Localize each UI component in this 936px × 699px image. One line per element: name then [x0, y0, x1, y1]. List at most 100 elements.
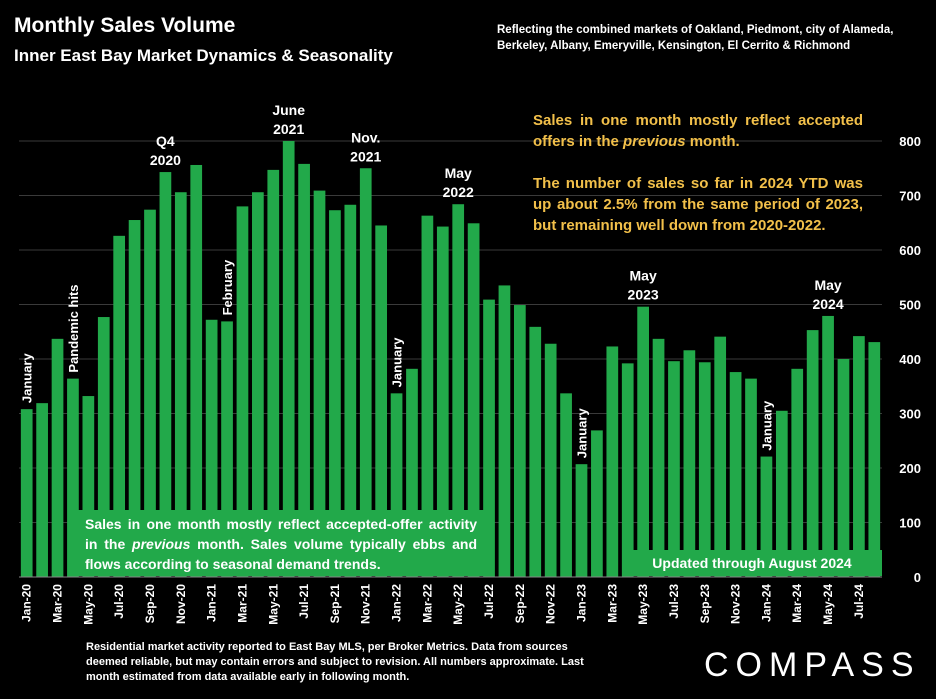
x-axis: Jan-20 Mar-20 May-20 Jul-20 Sep-20 Nov-20 Jan-… [19, 576, 882, 625]
bar [36, 403, 48, 577]
y-axis: 0 100 200 300 400 500 600 700 800 [899, 134, 921, 585]
bar [560, 393, 572, 577]
bar [128, 220, 141, 577]
x-tick-label: Jan-22 [390, 584, 404, 622]
bar [544, 343, 557, 577]
annotation-label: January [759, 400, 774, 451]
annotation-label: Q4 2020 [150, 133, 181, 168]
y-tick-label: 0 [914, 570, 921, 585]
x-tick-label: Jan-23 [574, 584, 588, 622]
annotation-label: January [574, 408, 589, 459]
updated-badge: Updated through August 2024 [622, 550, 882, 576]
bar [483, 299, 495, 577]
x-tick-label: Mar-22 [420, 584, 434, 623]
bar [51, 338, 64, 577]
gold-note: Sales in one month mostly reflect accept… [533, 110, 863, 257]
bar [406, 368, 418, 577]
bar [344, 204, 357, 577]
annotation-label: Nov. 2021 [350, 129, 381, 164]
bars [20, 141, 881, 578]
bar [82, 396, 95, 577]
y-tick-label: 100 [899, 516, 921, 531]
bar [113, 235, 126, 577]
bar [806, 330, 819, 577]
x-tick-label: Sep-22 [513, 584, 527, 624]
bar [591, 430, 603, 577]
bar [20, 409, 33, 577]
y-tick-label: 300 [899, 407, 921, 422]
x-tick-label: Nov-23 [729, 584, 743, 624]
x-tick-label: May-22 [451, 584, 465, 625]
bar [313, 190, 326, 577]
bar [97, 317, 110, 577]
bar [329, 210, 341, 577]
x-tick-label: Nov-21 [359, 584, 373, 624]
x-tick-label: Jul-21 [297, 584, 311, 619]
annotation-label: May 2023 [628, 268, 659, 303]
x-tick-label: May-24 [821, 584, 835, 625]
bar [698, 362, 711, 577]
annotation-label: June 2021 [272, 102, 305, 137]
annotation-label: May 2022 [443, 165, 474, 200]
bar [267, 169, 280, 577]
bar [375, 225, 388, 577]
bar [729, 372, 742, 577]
compass-logo: COMPASS [704, 646, 921, 684]
annotation-label: February [220, 259, 235, 315]
x-tick-label: Jul-23 [667, 584, 681, 619]
x-tick-label: Mar-21 [235, 584, 249, 623]
bar [436, 226, 449, 577]
y-tick-label: 800 [899, 134, 921, 149]
bar [205, 319, 218, 577]
bar [252, 192, 264, 578]
bar [282, 141, 295, 577]
y-tick-label: 200 [899, 461, 921, 476]
bar [683, 350, 696, 577]
gold-note-2: The number of sales so far in 2024 YTD w… [533, 175, 863, 234]
x-tick-label: May-21 [266, 584, 280, 625]
bar [606, 346, 619, 577]
bar [868, 342, 881, 577]
chart-title: Monthly Sales Volume [14, 14, 236, 37]
bar [621, 363, 634, 577]
bar [775, 410, 788, 577]
bar [159, 172, 172, 577]
bar [174, 192, 187, 578]
bar [144, 209, 156, 578]
x-tick-label: Jan-21 [205, 584, 219, 622]
x-tick-label: Jan-24 [759, 584, 773, 622]
annotation-label: May 2024 [812, 277, 843, 312]
bar [190, 164, 203, 578]
bar [529, 326, 542, 577]
y-tick-label: 600 [899, 243, 921, 258]
x-tick-label: Jul-20 [112, 584, 126, 619]
bar [760, 456, 773, 577]
chart-subtitle: Inner East Bay Market Dynamics & Seasona… [14, 46, 393, 65]
bar [236, 206, 249, 577]
x-tick-label: Mar-20 [51, 584, 65, 623]
x-tick-label: Nov-22 [544, 584, 558, 624]
x-tick-label: Mar-24 [790, 584, 804, 623]
bar [668, 361, 680, 577]
seasonality-note: Sales in one month mostly reflect accept… [77, 510, 485, 576]
bar [853, 336, 865, 577]
markets-note: Reflecting the combined markets of Oakla… [497, 24, 894, 52]
y-tick-label: 500 [899, 298, 921, 313]
bar [298, 163, 310, 577]
x-tick-label: Jul-22 [482, 584, 496, 619]
bar [791, 368, 804, 577]
x-tick-label: Nov-20 [174, 584, 188, 624]
x-tick-label: Jul-24 [852, 584, 866, 619]
annotation-label: January [390, 337, 405, 388]
bar [745, 378, 757, 577]
bar [67, 378, 79, 577]
x-tick-label: Sep-20 [143, 584, 157, 624]
bar [359, 168, 372, 577]
bar [498, 285, 511, 577]
bar [837, 359, 850, 577]
x-tick-label: Sep-23 [698, 584, 712, 624]
x-tick-label: May-23 [636, 584, 650, 625]
x-tick-label: Jan-20 [20, 584, 34, 622]
bar [575, 464, 588, 577]
